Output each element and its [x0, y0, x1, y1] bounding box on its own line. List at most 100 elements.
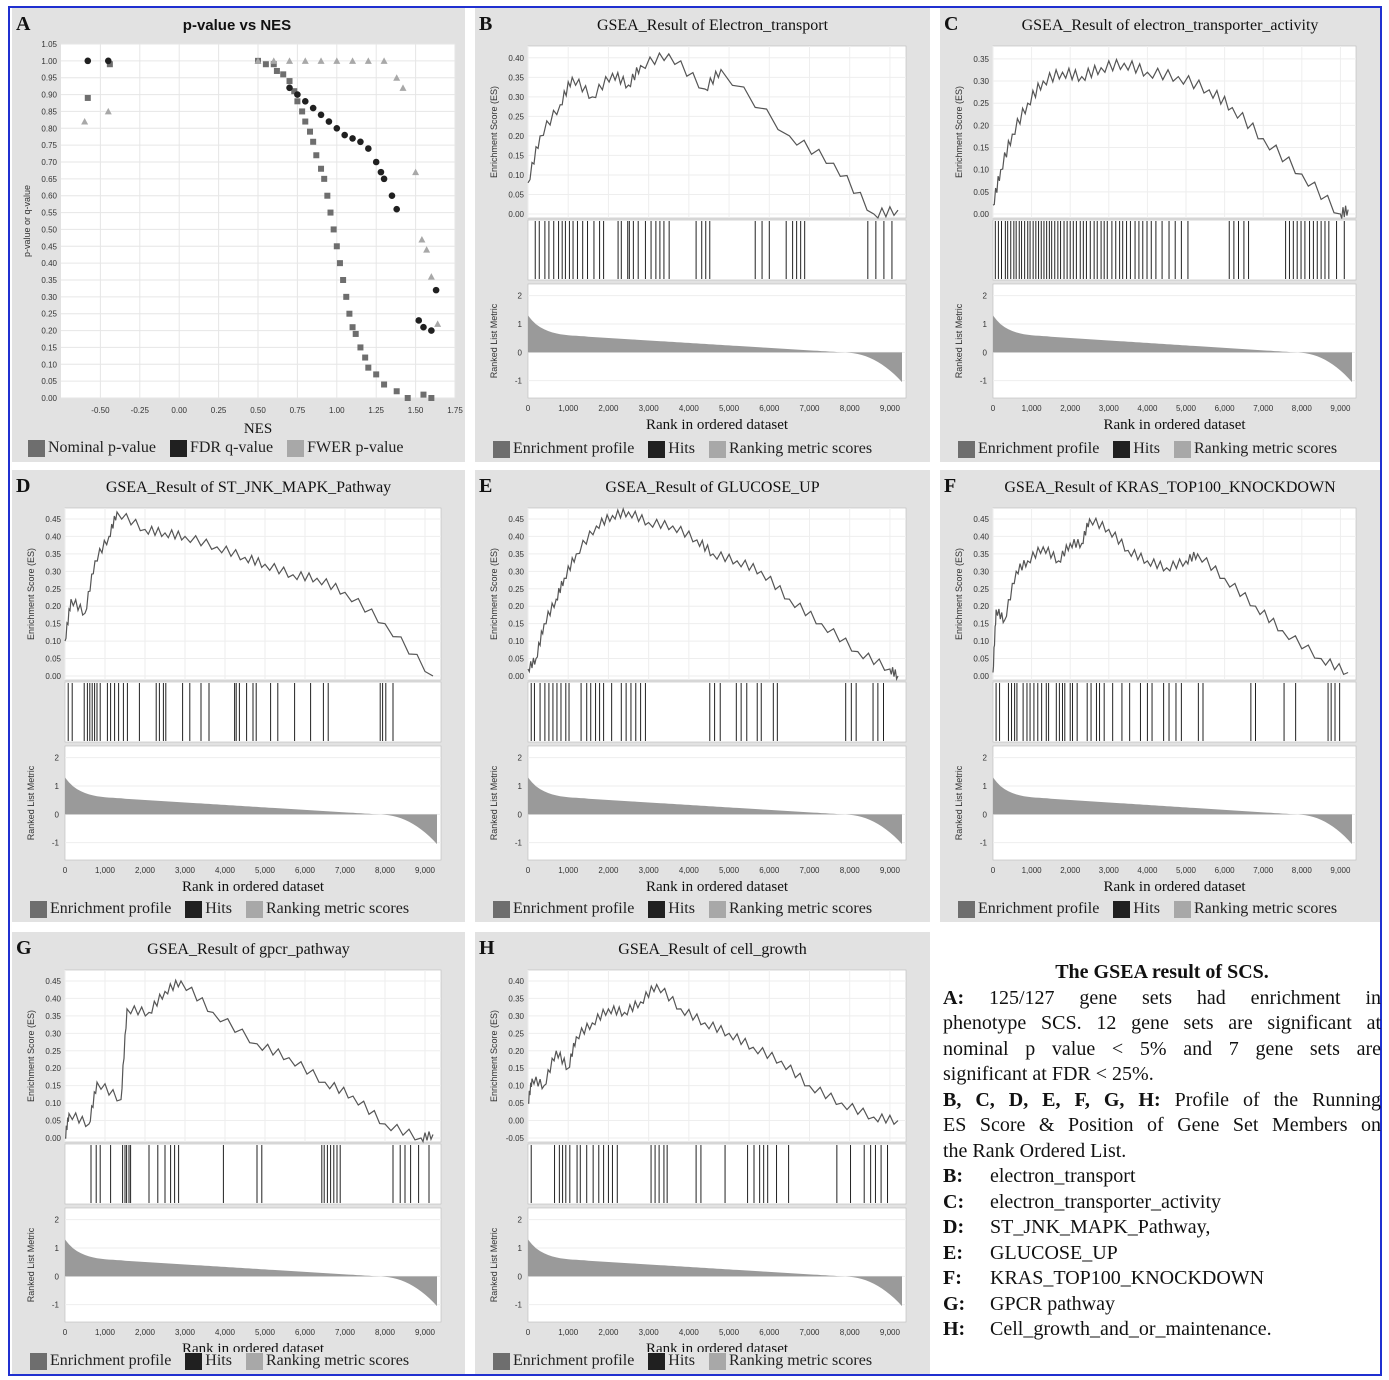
panel-letter: D	[16, 475, 30, 497]
es-tick-label: 0.00	[45, 672, 61, 681]
panelC-legend-swatch	[1113, 440, 1131, 458]
chart-title: GSEA_Result of cell_growth	[618, 941, 806, 958]
nominal-point	[336, 260, 343, 267]
metric-tick-label: -1	[515, 839, 523, 848]
nominal-point	[310, 138, 317, 145]
panelC-legend-label: Ranking metric scores	[1193, 440, 1338, 457]
es-axis-label: Enrichment Score (ES)	[26, 548, 36, 640]
x-tick-label: 4,000	[1137, 866, 1158, 875]
x-tick-label: 0	[526, 866, 531, 875]
x-axis-label: Rank in ordered dataset	[1103, 417, 1246, 433]
panel-a-legend: Nominal p-value FDR q-value FWER p-value	[12, 437, 465, 459]
nominal-point	[428, 395, 435, 401]
panelD-legend-label: Hits	[205, 900, 232, 917]
metric-tick-label: 1	[983, 782, 988, 791]
es-tick-label: 0.20	[508, 602, 524, 611]
caption-item-key: B:	[943, 1165, 963, 1187]
es-tick-label: 0.25	[508, 112, 524, 121]
es-tick-label: 0.15	[973, 620, 989, 629]
es-tick-label: 0.10	[45, 637, 61, 646]
panelG-legend-swatch	[30, 1352, 47, 1370]
es-tick-label: 0.20	[508, 132, 524, 141]
panel-letter: B	[479, 13, 492, 35]
x-tick-label: 3,000	[639, 1328, 660, 1337]
x-tick-label: 4,000	[215, 866, 236, 875]
fwer-point	[81, 118, 89, 125]
es-tick-label: 0.20	[45, 1064, 61, 1073]
x-tick-label: 0	[991, 404, 996, 413]
es-tick-label: 0.40	[508, 532, 524, 541]
panelG-legend-label: Ranking metric scores	[265, 1352, 410, 1369]
x-tick-label: 6,000	[1215, 404, 1236, 413]
nominal-point	[373, 371, 380, 378]
fdr-point	[388, 192, 396, 200]
fwer-point	[286, 57, 294, 64]
nominal-point	[365, 364, 372, 371]
x-tick-label: 9,000	[880, 404, 901, 413]
y-tick-label: 0.75	[41, 141, 57, 150]
enrichment-profile-line	[527, 51, 899, 220]
x-tick-label: 0	[526, 1328, 531, 1337]
panel-a-legend-label: FWER p-value	[307, 439, 404, 456]
nominal-point	[381, 381, 388, 388]
panel-a-legend-label: Nominal p-value	[48, 439, 156, 456]
es-tick-label: 0.30	[508, 1012, 524, 1021]
metric-tick-label: 2	[55, 754, 60, 763]
enrichment-profile-line	[992, 57, 1349, 219]
y-tick-label: 1.00	[41, 57, 57, 66]
x-tick-label: 1.25	[368, 406, 384, 415]
panel-letter: G	[16, 937, 32, 959]
fdr-point	[365, 145, 372, 152]
panel-d: D GSEA_Result of ST_JNK_MAPK_Pathway 0.00 0…	[12, 470, 465, 922]
fwer-point	[364, 57, 372, 64]
nominal-point	[327, 209, 334, 216]
metric-axis-label: Ranked List Metric	[954, 765, 964, 840]
caption-a-key: A:	[943, 986, 965, 1009]
fdr-point	[432, 286, 440, 294]
y-tick-label: 0.65	[41, 175, 57, 184]
nominal-point	[286, 78, 293, 85]
caption-item: B: electron_transport	[943, 1164, 1381, 1190]
es-tick-label: 0.25	[508, 585, 524, 594]
fdr-point	[428, 327, 435, 334]
y-tick-label: 0.35	[41, 276, 57, 285]
nominal-point	[84, 94, 91, 101]
y-tick-label: 0.90	[41, 91, 57, 100]
es-tick-label: 0.40	[45, 994, 61, 1003]
x-tick-label: 5,000	[1176, 404, 1197, 413]
ranking-metric-area	[65, 777, 437, 845]
nominal-point	[330, 226, 337, 233]
nominal-point	[357, 344, 364, 351]
nominal-point	[106, 61, 113, 68]
fwer-point	[349, 57, 357, 64]
es-axis-label: Enrichment Score (ES)	[489, 86, 499, 178]
x-axis-label: Rank in ordered dataset	[646, 879, 789, 895]
x-tick-label: 7,000	[1253, 404, 1274, 413]
caption-item: G: GPCR pathway	[943, 1292, 1381, 1318]
es-tick-label: 0.35	[45, 1012, 61, 1021]
metric-tick-label: 1	[518, 320, 523, 329]
x-tick-label: 5,000	[719, 866, 740, 875]
panel-a-legend-label: FDR q-value	[189, 439, 274, 456]
x-tick-label: 0.00	[171, 406, 187, 415]
caption-item-text: electron_transporter_activity	[990, 1190, 1222, 1213]
caption-title: The GSEA result of SCS.	[1055, 961, 1269, 983]
panel-g: G GSEA_Result of gpcr_pathway 0.00 0.05 0.10…	[12, 932, 465, 1374]
x-tick-label: 0	[991, 866, 996, 875]
fdr-point	[333, 124, 341, 132]
x-tick-label: 6,000	[295, 866, 316, 875]
panel-a-legend-swatch	[169, 439, 187, 457]
x-tick-label: 8,000	[375, 1328, 396, 1337]
fdr-point	[325, 118, 333, 125]
panelC-legend-item: Hits	[1113, 440, 1160, 458]
es-tick-label: 0.05	[45, 655, 61, 664]
x-tick-label: 3,000	[175, 1328, 196, 1337]
panel-letter: H	[479, 937, 495, 959]
panelB-legend-item: Ranking metric scores	[708, 440, 872, 458]
x-tick-label: 8,000	[1292, 404, 1313, 413]
es-tick-label: 0.15	[973, 144, 989, 153]
x-tick-label: 5,000	[719, 404, 740, 413]
panelE-legend-item: Enrichment profile	[493, 900, 634, 918]
ranking-metric-area	[528, 777, 902, 845]
es-tick-label: 0.40	[508, 54, 524, 63]
